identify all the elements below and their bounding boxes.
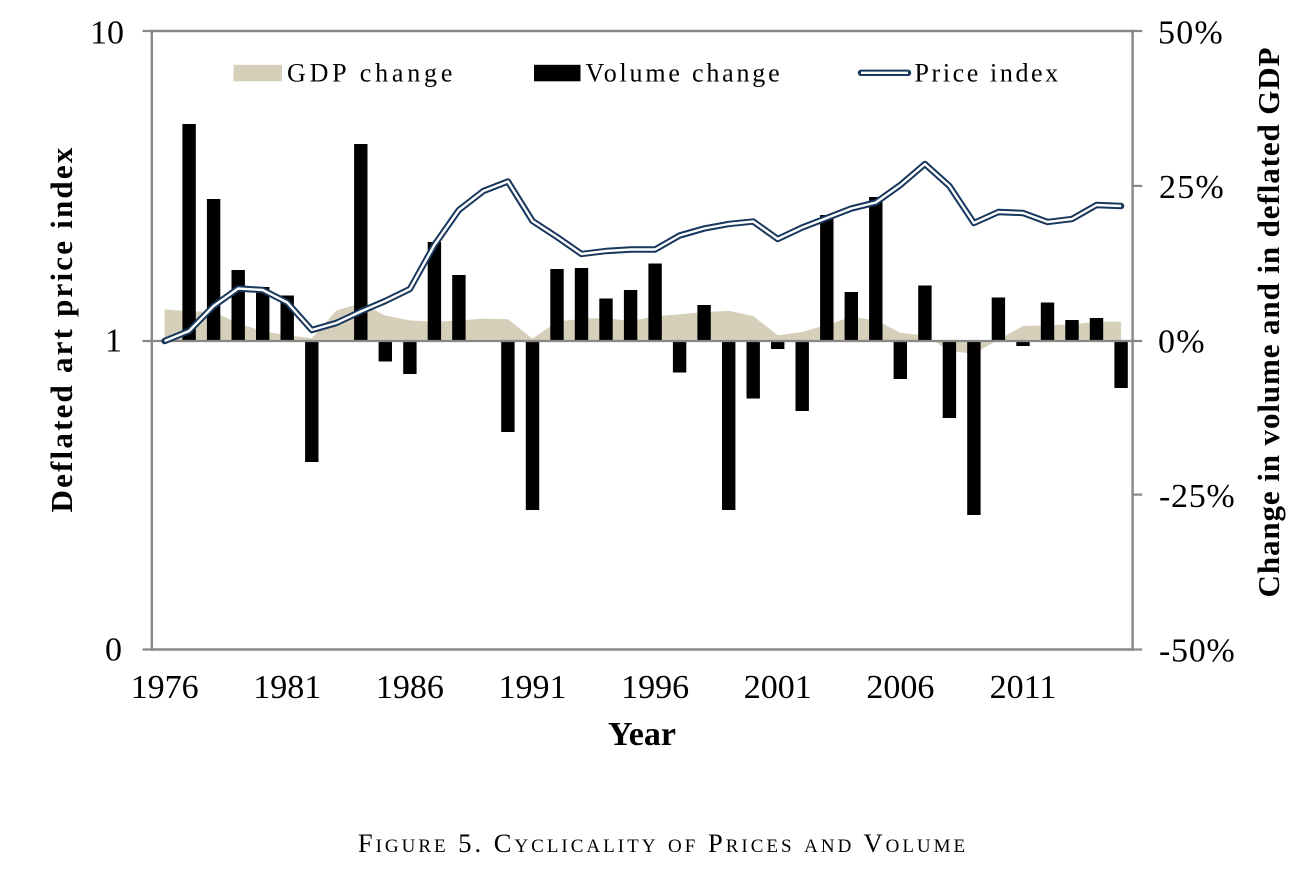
svg-text:GDP change: GDP change: [287, 59, 456, 88]
svg-text:Figure 5. Cyclicality of Price: Figure 5. Cyclicality of Prices and Volu…: [358, 828, 968, 858]
svg-text:1991: 1991: [499, 669, 567, 706]
svg-text:Volume change: Volume change: [586, 59, 783, 88]
svg-text:1: 1: [105, 323, 122, 360]
svg-text:Price index: Price index: [915, 59, 1061, 88]
svg-text:-50%: -50%: [1159, 633, 1235, 670]
svg-text:2001: 2001: [744, 669, 812, 706]
svg-text:-25%: -25%: [1159, 478, 1235, 515]
svg-text:10: 10: [90, 15, 124, 52]
svg-text:Deflated art price index: Deflated art price index: [44, 145, 79, 512]
svg-text:2011: 2011: [990, 669, 1057, 706]
svg-text:1981: 1981: [253, 669, 321, 706]
svg-text:1976: 1976: [131, 669, 199, 706]
svg-text:Change in volume and in deflat: Change in volume and in deflated GDP: [1251, 47, 1286, 598]
svg-text:1986: 1986: [376, 669, 444, 706]
svg-text:0%: 0%: [1158, 324, 1206, 361]
svg-text:0: 0: [105, 632, 122, 669]
svg-text:Year: Year: [608, 716, 676, 753]
svg-text:2006: 2006: [866, 669, 934, 706]
svg-text:50%: 50%: [1158, 15, 1224, 52]
svg-text:1996: 1996: [621, 669, 689, 706]
svg-text:25%: 25%: [1159, 169, 1225, 206]
